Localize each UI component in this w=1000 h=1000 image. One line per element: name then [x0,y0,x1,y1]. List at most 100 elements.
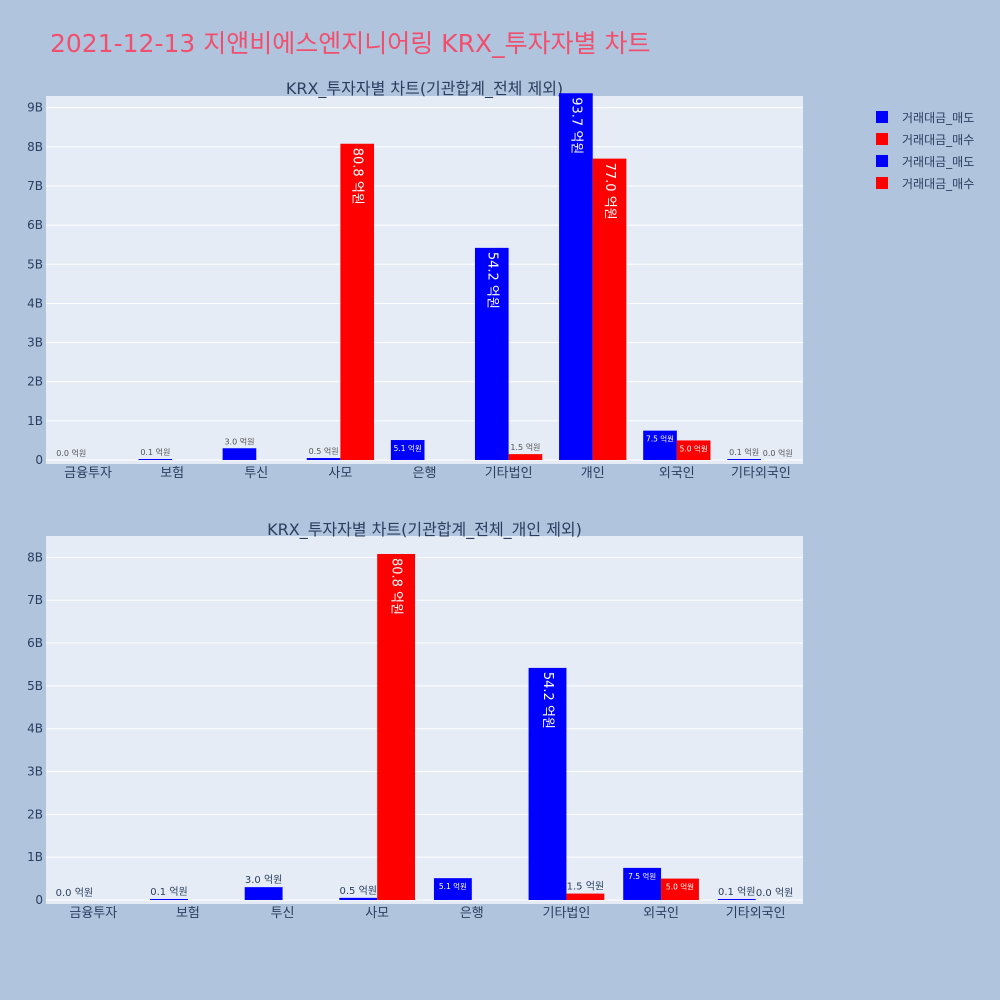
chart-title: KRX_투자자별 차트(기관합계_전체_개인 제외) [267,520,582,540]
x-tick-label: 외국인 [643,906,679,921]
x-tick-label: 은행 [413,465,437,481]
y-tick-label: 5B [27,257,43,271]
x-tick-label: 금융투자 [64,466,112,481]
chart-1: 0 1B 2B 3B 4B 5B 6B 7B 8B 9B KRX_투자자별 차트(기관합계_전체 제… [27,79,803,481]
data-label: 1.5 억원 [510,442,540,452]
data-label: 54.2 억원 [540,672,555,729]
y-tick-label: 8B [27,140,43,154]
y-tick-label: 5B [27,679,43,693]
data-label: 0.5 억원 [340,885,377,897]
bar [340,143,375,460]
y-tick-label: 7B [27,593,43,607]
bar [559,93,593,460]
legend-item[interactable]: 거래대금_매수 [876,128,974,150]
data-label: 0.1 억원 [150,886,187,898]
bar [377,553,416,900]
data-label: 80.8 억원 [389,558,404,615]
data-label: 0.0 억원 [756,887,793,899]
plot-area [46,536,803,904]
data-label: 77.0 억원 [602,163,617,220]
legend-swatch [876,155,888,167]
y-tick-label: 3B [27,765,43,779]
x-tick-label: 보험 [176,906,200,921]
chart-2: 0 1B 2B 3B 4B 5B 6B 7B 8B KRX_투자자별 차트(기관합계_전체_개인 … [27,520,803,921]
data-label: 0.1 억원 [140,447,170,457]
y-tick-label: 0 [35,893,43,907]
data-label: 5.1 억원 [439,882,467,891]
bar [592,158,627,460]
y-tick-label: 1B [27,414,43,428]
y-tick-label: 4B [27,722,43,736]
legend-item[interactable]: 거래대금_매도 [876,106,974,128]
x-tick-label: 기타법인 [543,906,591,921]
legend-item[interactable]: 거래대금_매수 [876,172,974,194]
y-tick-label: 9B [27,101,43,115]
x-tick-label: 기타외국인 [726,906,786,921]
data-label: 1.5 억원 [567,881,604,893]
bar [339,897,378,900]
bar [138,459,173,460]
x-tick-label: 은행 [460,905,484,921]
bar [566,893,605,900]
x-tick-label: 보험 [160,466,184,481]
bar [676,440,711,460]
legend-label: 거래대금_매수 [902,132,975,147]
bar [661,878,699,900]
bar [244,887,283,900]
y-tick-label: 6B [27,636,43,650]
y-tick-label: 1B [27,850,43,864]
x-tick-label: 외국인 [659,466,695,481]
x-tick-label: 투신 [271,906,295,921]
y-tick-label: 2B [27,375,43,389]
x-tick-label: 사모 [328,466,352,481]
x-tick-label: 기타법인 [485,466,533,481]
x-tick-label: 개인 [581,466,605,481]
y-tick-label: 0 [35,453,43,467]
bar [643,430,677,460]
legend-label: 거래대금_매수 [902,176,975,191]
legend-swatch [876,133,888,145]
bar [623,867,662,900]
data-label: 0.0 억원 [56,448,86,458]
x-tick-label: 사모 [365,906,389,921]
y-tick-label: 7B [27,179,43,193]
bar [390,440,425,460]
legend-swatch [876,177,888,189]
data-label: 0.0 억원 [56,887,93,899]
data-label: 0.0 억원 [763,448,793,458]
legend-item[interactable]: 거래대금_매도 [876,150,974,172]
bar [150,899,188,900]
chart-title: KRX_투자자별 차트(기관합계_전체 제외) [286,79,563,99]
data-label: 0.1 억원 [718,886,755,898]
bar [306,458,341,460]
data-label: 7.5 억원 [646,435,674,444]
legend-label: 거래대금_매도 [902,110,975,125]
x-tick-label: 금융투자 [69,906,117,921]
data-label: 5.1 억원 [394,444,422,453]
bar [222,448,257,460]
data-label: 80.8 억원 [350,148,365,205]
y-tick-label: 8B [27,550,43,564]
legend-label: 거래대금_매도 [902,154,975,169]
data-label: 0.5 억원 [309,446,339,456]
main-title: 2021-12-13 지앤비에스엔지니어링 KRX_투자자별 차트 [50,29,651,58]
x-tick-label: 투신 [244,466,268,481]
bar [727,459,761,460]
bar [528,667,567,900]
y-tick-label: 2B [27,807,43,821]
legend-swatch [876,111,888,123]
bar [433,878,472,900]
data-label: 5.0 억원 [666,883,694,892]
x-tick-label: 기타외국인 [731,466,791,481]
bar [474,247,509,460]
bar [717,899,756,900]
data-label: 3.0 억원 [224,436,254,446]
data-label: 54.2 억원 [484,252,499,309]
plot-area [46,96,803,464]
y-tick-label: 6B [27,218,43,232]
data-label: 3.0 억원 [245,874,282,886]
y-tick-label: 4B [27,296,43,310]
bar [508,454,543,460]
legend: 거래대금_매도 거래대금_매수 거래대금_매도 거래대금_매수 [876,106,974,194]
